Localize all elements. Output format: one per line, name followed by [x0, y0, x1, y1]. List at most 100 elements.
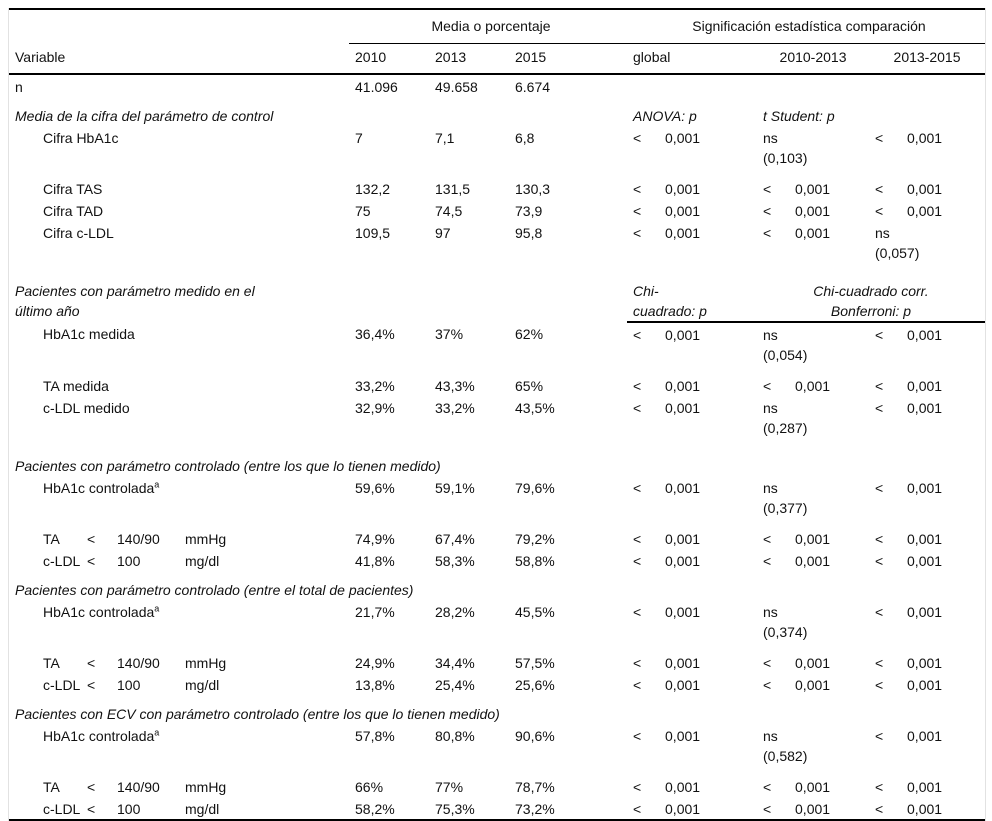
p-value: 0,001 [795, 677, 831, 693]
sig-cell [869, 74, 985, 97]
sig-cell: ns (0,377) [757, 476, 869, 527]
value-cell: 109,5 [355, 225, 391, 241]
p-value: 0,001 [665, 553, 701, 569]
table-row: c-LDL <100 mg/dl 13,8% 25,4% 25,6% <0,001 <0,00… [9, 673, 985, 695]
p-value: 0,001 [665, 728, 701, 744]
value-cell: 75,3% [435, 801, 475, 817]
row-label: TA medida [43, 378, 109, 394]
comparison-sign: < [875, 604, 884, 620]
column-header-2013: 2013 [429, 43, 509, 75]
section-label: Media de la cifra del parámetro de contr… [9, 97, 627, 126]
table-row: Cifra HbA1c 7 7,1 6,8 <0,001 ns (0,103) <0,001 [9, 126, 985, 177]
results-table: Media o porcentaje Significación estadís… [9, 8, 985, 821]
p-value: 0,001 [907, 553, 943, 569]
comparison-sign: < [633, 604, 642, 620]
sig-cell: <0,001 [627, 396, 757, 447]
comparison-sign: < [875, 400, 884, 416]
value-cell: 33,2% [355, 378, 395, 394]
group-header-significacion: Significación estadística comparación [627, 8, 985, 44]
value-cell: 57,8% [355, 728, 395, 744]
sig-cell [627, 74, 757, 97]
row-label: HbA1c controladaa [43, 603, 160, 620]
sig-cell: <0,001 [869, 724, 985, 775]
table-row: HbA1c medida 36,4% 37% 62% <0,001 ns (0,054) <0… [9, 322, 985, 374]
row-label-token: < [87, 553, 96, 569]
sig-cell: <0,001 [757, 651, 869, 673]
value-cell: 24,9% [355, 655, 395, 671]
table-body: n 41.096 49.658 6.674 Media de la cifra del … [9, 74, 985, 820]
row-label: Cifra HbA1c [43, 130, 119, 146]
sig-cell: ns (0,582) [757, 724, 869, 775]
section-row: Pacientes con ECV con parámetro controla… [9, 695, 985, 724]
sig-cell: <0,001 [627, 549, 757, 571]
group-header-spacer [9, 8, 349, 44]
row-label-token: < [87, 779, 96, 795]
comparison-sign: < [763, 203, 772, 219]
stat-header-text: ANOVA: p [633, 108, 697, 124]
p-value: 0,001 [907, 655, 943, 671]
column-header-variable: Variable [9, 43, 349, 75]
sig-cell: <0,001 [627, 374, 757, 396]
row-label-token: c-LDL [43, 553, 81, 569]
value-cell: 58,3% [435, 553, 475, 569]
p-value: 0,001 [907, 378, 943, 394]
sig-cell: ns (0,287) [757, 396, 869, 447]
p-value-paren: (0,582) [763, 748, 808, 764]
value-cell: 6.674 [515, 79, 551, 95]
comparison-sign: < [875, 728, 884, 744]
value-cell: 49.658 [435, 79, 478, 95]
value-cell: 41,8% [355, 553, 395, 569]
p-value: 0,001 [795, 378, 831, 394]
sig-cell: <0,001 [627, 724, 757, 775]
sig-cell: <0,001 [869, 476, 985, 527]
value-cell: 79,2% [515, 531, 555, 547]
p-value: 0,001 [795, 203, 831, 219]
value-cell: 65% [515, 378, 544, 394]
value-cell: 45,5% [515, 604, 555, 620]
sig-cell: <0,001 [627, 797, 757, 820]
p-value: 0,001 [665, 480, 701, 496]
table-row: TA <140/90 mmHg 66% 77% 78,7% <0,001 <0,001 <0,0… [9, 775, 985, 797]
row-label-token: mmHg [185, 531, 227, 547]
row-label: Cifra c-LDL [43, 225, 114, 241]
ns-label: ns [763, 604, 778, 620]
sig-cell [757, 74, 869, 97]
row-label-token: TA [43, 779, 60, 795]
p-value: 0,001 [665, 779, 701, 795]
sig-cell: <0,001 [869, 374, 985, 396]
value-cell: 67,4% [435, 531, 475, 547]
comparison-sign: < [875, 203, 884, 219]
value-cell: 21,7% [355, 604, 395, 620]
comparison-sign: < [763, 225, 772, 241]
p-value: 0,001 [907, 327, 943, 343]
p-value: 0,001 [665, 655, 701, 671]
ns-label: ns [763, 327, 778, 343]
stat-header-cell: Chi-cuadrado corr. Bonferroni: p [757, 272, 985, 323]
row-label-token: TA [43, 655, 60, 671]
column-header-2010: 2010 [349, 43, 429, 75]
sig-cell: <0,001 [869, 797, 985, 820]
row-label-token: mmHg [185, 655, 227, 671]
ns-label: ns [763, 480, 778, 496]
comparison-sign: < [633, 655, 642, 671]
comparison-sign: < [633, 779, 642, 795]
row-label: TA <140/90 mmHg [9, 527, 349, 549]
p-value: 0,001 [907, 400, 943, 416]
sig-cell: <0,001 [627, 322, 757, 374]
footnote-marker: a [154, 603, 160, 614]
value-cell: 74,9% [355, 531, 395, 547]
comparison-sign: < [633, 728, 642, 744]
comparison-sign: < [875, 531, 884, 547]
row-label-token: < [87, 677, 96, 693]
sig-cell: <0,001 [627, 177, 757, 199]
table-row: TA <140/90 mmHg 24,9% 34,4% 57,5% <0,001 <0,001… [9, 651, 985, 673]
table-row: c-LDL <100 mg/dl 41,8% 58,3% 58,8% <0,001 <0,00… [9, 549, 985, 571]
sig-cell: <0,001 [757, 797, 869, 820]
value-cell: 43,5% [515, 400, 555, 416]
p-value: 0,001 [665, 225, 701, 241]
row-label-token: < [87, 655, 96, 671]
footnote-marker: a [154, 479, 160, 490]
value-cell: 13,8% [355, 677, 395, 693]
comparison-sign: < [875, 677, 884, 693]
sig-cell: <0,001 [869, 322, 985, 374]
